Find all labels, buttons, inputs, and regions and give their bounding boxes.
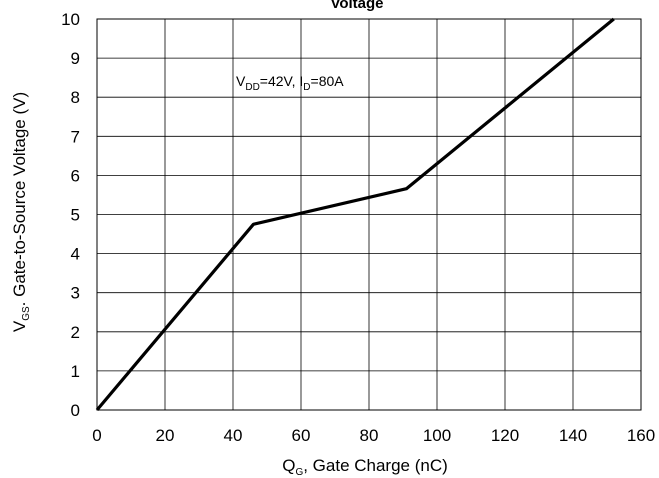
x-tick-label: 20 bbox=[156, 426, 175, 445]
x-axis-label-rest: , Gate Charge (nC) bbox=[303, 456, 448, 475]
y-tick-label: 8 bbox=[71, 88, 80, 107]
x-tick-labels: 0 20 40 60 80 100 120 140 160 bbox=[92, 426, 655, 445]
plot-frame bbox=[96, 18, 642, 411]
annotation-voltage: =42V, I bbox=[260, 73, 303, 89]
x-tick-label: 160 bbox=[627, 426, 655, 445]
y-axis-label-main: V bbox=[10, 320, 29, 332]
y-tick-label: 10 bbox=[61, 10, 80, 29]
x-axis-label-main: Q bbox=[282, 456, 295, 475]
x-tick-label: 140 bbox=[559, 426, 587, 445]
annotation-vdd-sub: DD bbox=[245, 82, 259, 93]
annotation-id-sub: D bbox=[303, 82, 310, 93]
y-axis-label-rest: . Gate-to-Source Voltage (V) bbox=[10, 92, 29, 307]
x-tick-label: 80 bbox=[360, 426, 379, 445]
y-axis-label: VGS. Gate-to-Source Voltage (V) bbox=[10, 92, 32, 332]
y-tick-label: 6 bbox=[71, 166, 80, 185]
test-condition-annotation: VDD=42V, ID=80A bbox=[236, 73, 344, 93]
y-tick-label: 3 bbox=[71, 284, 80, 303]
y-tick-label: 1 bbox=[71, 362, 80, 381]
y-tick-label: 2 bbox=[71, 323, 80, 342]
y-tick-label: 9 bbox=[71, 49, 80, 68]
x-axis-label: QG, Gate Charge (nC) bbox=[282, 456, 448, 478]
x-axis-label-sub: G bbox=[295, 467, 303, 478]
chart-title: Voltage bbox=[330, 0, 383, 12]
x-tick-label: 120 bbox=[491, 426, 519, 445]
series-line bbox=[95, 17, 615, 412]
data-series bbox=[95, 17, 615, 412]
x-tick-label: 0 bbox=[92, 426, 101, 445]
x-tick-label: 40 bbox=[224, 426, 243, 445]
y-tick-labels: 0 1 2 3 4 5 6 7 8 9 10 bbox=[61, 10, 80, 420]
annotation-vdd: V bbox=[236, 73, 246, 89]
x-tick-label: 100 bbox=[423, 426, 451, 445]
x-tick-label: 60 bbox=[292, 426, 311, 445]
y-tick-label: 7 bbox=[71, 127, 80, 146]
plot-grid bbox=[96, 18, 642, 411]
y-tick-label: 0 bbox=[71, 401, 80, 420]
y-tick-label: 4 bbox=[71, 245, 80, 264]
annotation-current: =80A bbox=[311, 73, 345, 89]
y-axis-label-sub: GS bbox=[21, 306, 32, 321]
y-tick-label: 5 bbox=[71, 206, 80, 225]
